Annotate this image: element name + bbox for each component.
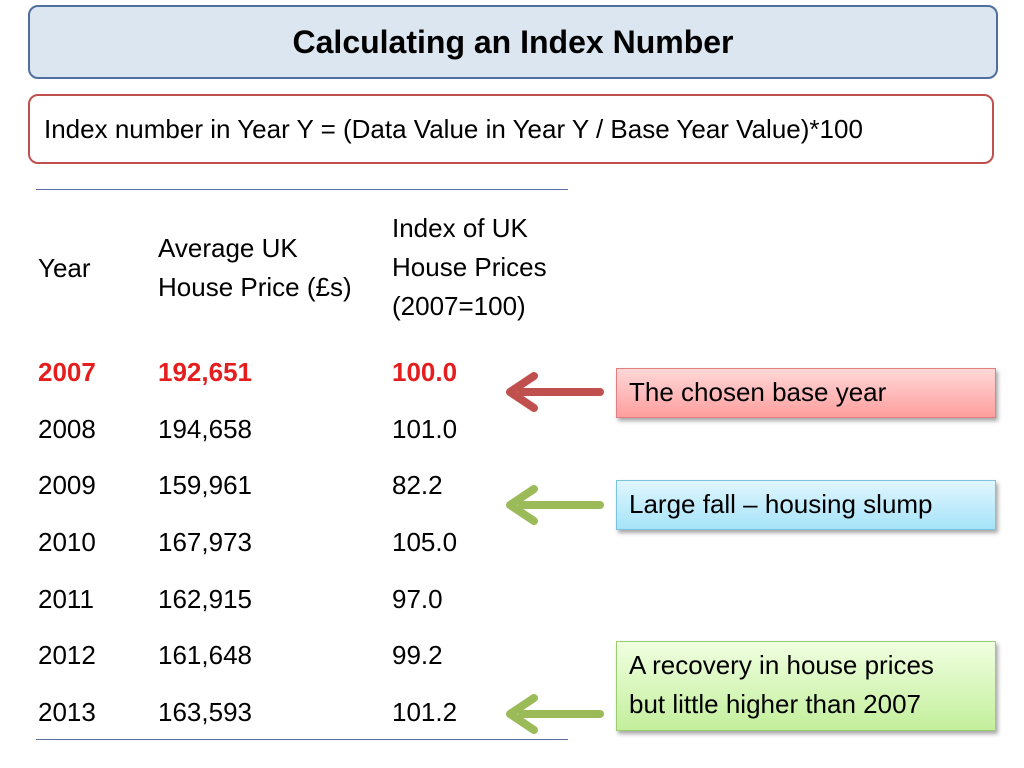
callout-base-year: The chosen base year xyxy=(616,368,996,418)
formula-box: Index number in Year Y = (Data Value in … xyxy=(28,94,994,164)
cell-price: 167,973 xyxy=(158,527,252,557)
cell-year: 2010 xyxy=(38,527,96,557)
cell-year: 2013 xyxy=(38,697,96,727)
cell-year: 2009 xyxy=(38,470,96,500)
header-price-line2: House Price (£s) xyxy=(158,272,352,302)
arrow-left-icon xyxy=(506,485,604,525)
cell-price: 159,961 xyxy=(158,470,252,500)
arrow-left-icon xyxy=(506,372,604,412)
table-bottom-rule xyxy=(36,739,568,740)
header-year: Year xyxy=(38,253,91,283)
cell-index: 105.0 xyxy=(392,527,458,557)
cell-index: 101.0 xyxy=(392,414,458,444)
cell-price: 192,651 xyxy=(158,357,252,387)
arrow-left-icon xyxy=(506,694,604,734)
callout-base-year-text: The chosen base year xyxy=(629,377,887,407)
cell-index: 101.2 xyxy=(392,697,458,727)
cell-price: 161,648 xyxy=(158,640,252,670)
cell-price: 162,915 xyxy=(158,584,252,614)
cell-index: 100.0 xyxy=(392,357,458,387)
cell-year: 2012 xyxy=(38,640,96,670)
header-index-line1: Index of UK xyxy=(392,213,528,243)
callout-recovery-line1: A recovery in house prices xyxy=(629,650,934,680)
cell-price: 194,658 xyxy=(158,414,252,444)
callout-housing-slump-text: Large fall – housing slump xyxy=(629,489,933,519)
slide-title-text: Calculating an Index Number xyxy=(292,23,734,60)
cell-index: 99.2 xyxy=(392,640,443,670)
callout-recovery: A recovery in house prices but little hi… xyxy=(616,641,996,731)
header-index-line2: House Prices xyxy=(392,252,547,282)
cell-index: 82.2 xyxy=(392,470,443,500)
callout-housing-slump: Large fall – housing slump xyxy=(616,480,996,530)
table-top-rule xyxy=(36,189,568,190)
cell-year: 2011 xyxy=(38,584,94,614)
formula-text: Index number in Year Y = (Data Value in … xyxy=(44,113,863,144)
cell-price: 163,593 xyxy=(158,697,252,727)
header-price-line1: Average UK xyxy=(158,233,298,263)
cell-index: 97.0 xyxy=(392,584,443,614)
slide-title: Calculating an Index Number xyxy=(28,5,998,79)
cell-year: 2007 xyxy=(38,357,96,387)
header-index-line3: (2007=100) xyxy=(392,291,526,321)
cell-year: 2008 xyxy=(38,414,96,444)
callout-recovery-line2: but little higher than 2007 xyxy=(629,689,921,719)
